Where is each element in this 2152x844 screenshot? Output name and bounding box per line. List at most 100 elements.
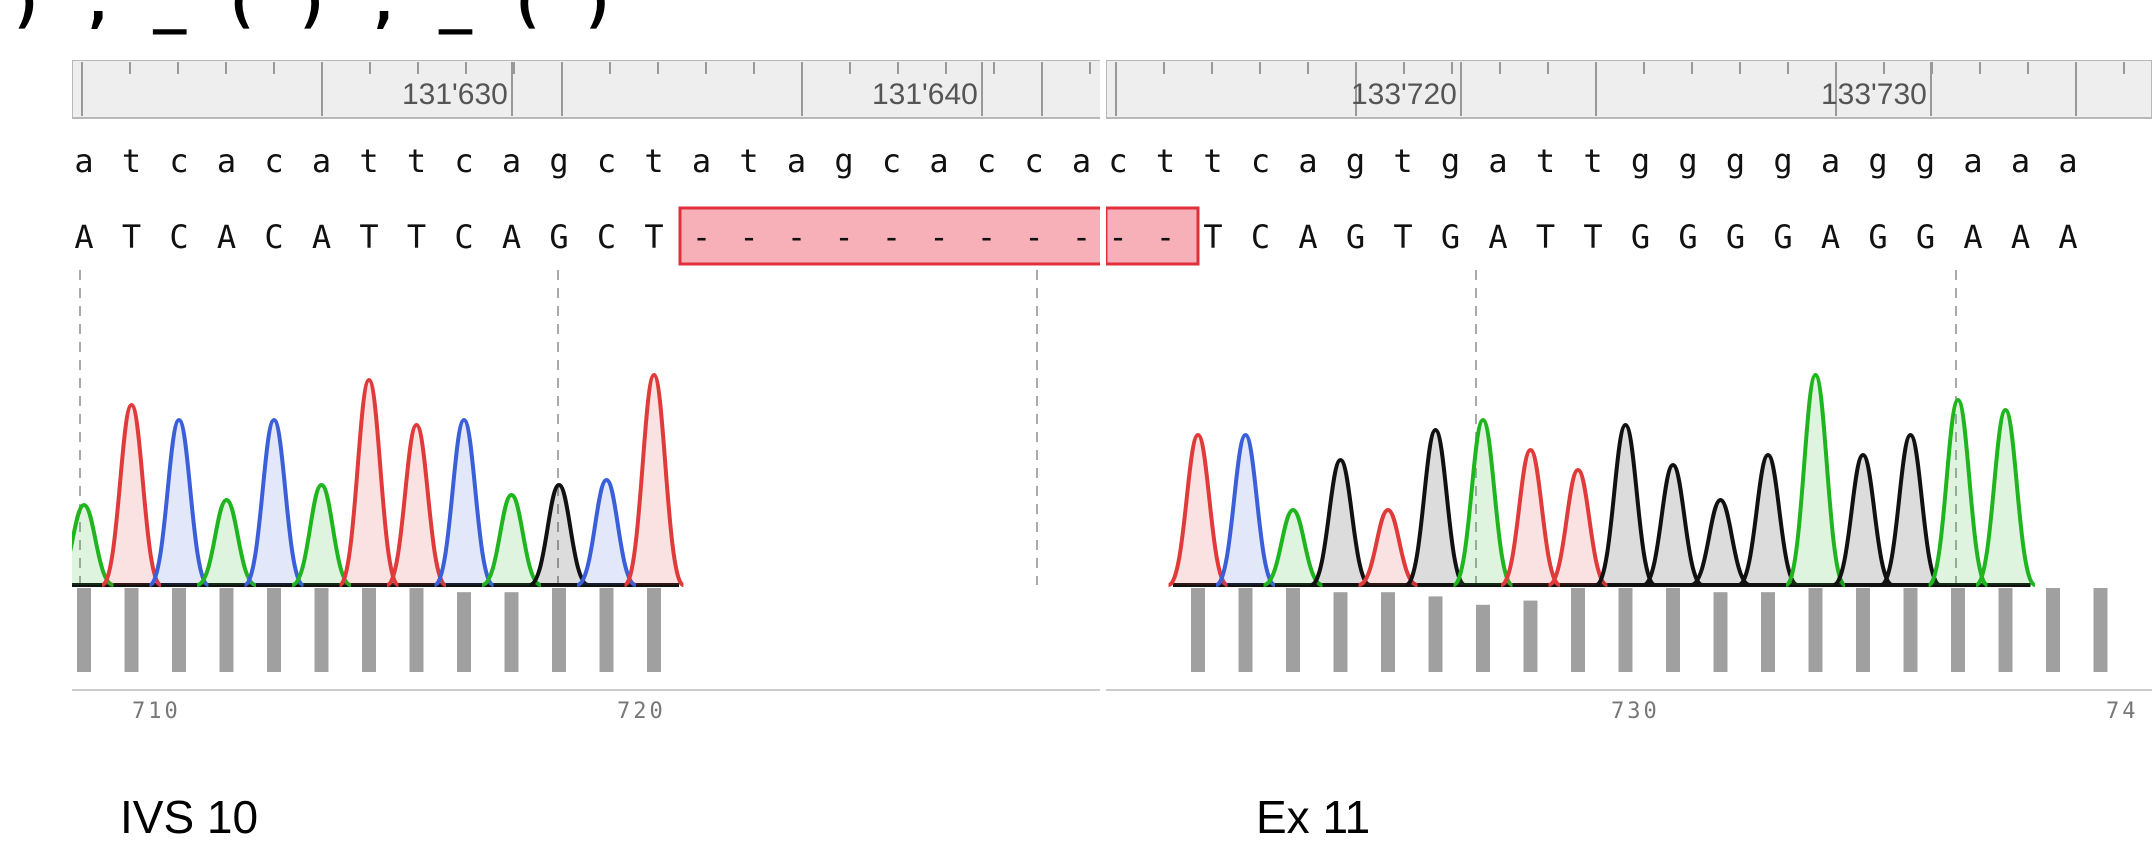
chromatogram-panel-right[interactable]: 133'720 133'730 c t t c a g t g a t t g g g g a g g a a a - - T C A…: [1106, 60, 2152, 720]
reference-base: g: [1916, 142, 1935, 180]
panel-divider: [1100, 56, 1106, 726]
read-base: G: [1773, 218, 1792, 256]
caption-ex11: Ex 11: [1256, 791, 1371, 843]
peak-G: [1642, 462, 1704, 587]
quality-bar: [267, 588, 281, 672]
reference-base: g: [1441, 142, 1460, 180]
read-base: A: [2058, 218, 2077, 256]
reference-base: g: [1678, 142, 1697, 180]
peak-A: [1452, 417, 1514, 587]
reference-base: a: [74, 142, 93, 180]
peak-A: [481, 492, 542, 587]
reference-base: t: [1156, 142, 1175, 180]
read-base: G: [1678, 218, 1697, 256]
reference-base: t: [1583, 142, 1602, 180]
peak-C-fill: [244, 420, 304, 585]
read-base: G: [1441, 218, 1460, 256]
reference-base: a: [1298, 142, 1317, 180]
peak-A: [1262, 507, 1324, 587]
peak-T-fill: [387, 425, 446, 585]
peak-G-fill: [1881, 435, 1940, 585]
reference-base: a: [502, 142, 521, 180]
position-label: 720: [617, 699, 666, 720]
reference-base: a: [2011, 142, 2030, 180]
reference-base: c: [264, 142, 283, 180]
read-base: -: [1108, 218, 1127, 256]
peak-A: [291, 482, 352, 587]
reference-base: g: [1868, 142, 1887, 180]
read-base: -: [739, 218, 758, 256]
quality-bar: [1808, 588, 1823, 672]
quality-bar: [1666, 588, 1680, 672]
deletion-box[interactable]: [1106, 206, 1200, 266]
quality-bar: [647, 588, 661, 672]
read-base: A: [1963, 218, 1982, 256]
quality-bar: [219, 588, 234, 672]
peak-T: [385, 422, 448, 587]
read-base: -: [692, 218, 711, 256]
quality-bar: [1381, 592, 1395, 672]
read-base: -: [977, 218, 996, 256]
chromatogram-panel-left[interactable]: 131'630 131'640 a t c a c a t t c a g c t a t a g c a c c a A T C A…: [72, 60, 1102, 720]
reference-base: c: [1108, 142, 1127, 180]
peak-T-fill: [624, 375, 684, 585]
peak-G-fill: [1311, 460, 1370, 585]
reference-base: c: [454, 142, 473, 180]
quality-bar: [1238, 588, 1253, 672]
peak-A-fill: [292, 485, 351, 585]
peak-G: [1404, 427, 1467, 587]
reference-base: a: [1072, 142, 1091, 180]
quality-bar: [1191, 588, 1205, 672]
peak-C: [1214, 432, 1277, 587]
peak-G: [1310, 457, 1371, 587]
peak-T-fill: [1501, 450, 1560, 585]
quality-bar: [599, 588, 614, 672]
peak-C: [576, 477, 637, 587]
peak-T: [622, 372, 686, 587]
read-base: C: [454, 218, 473, 256]
ruler-bar: [72, 60, 1102, 119]
reference-base: t: [1536, 142, 1555, 180]
quality-bar: [1571, 588, 1585, 672]
peak-G-fill: [1643, 465, 1703, 585]
read-base: C: [597, 218, 616, 256]
read-base: G: [1726, 218, 1745, 256]
reference-base: c: [977, 142, 996, 180]
peak-A-fill: [1453, 420, 1513, 585]
reference-base: a: [1821, 142, 1840, 180]
peak-T: [1500, 447, 1561, 587]
reference-base: c: [169, 142, 188, 180]
quality-bar: [1523, 600, 1538, 672]
read-base: T: [359, 218, 378, 256]
peak-A: [72, 502, 115, 587]
quality-bar: [1713, 592, 1728, 672]
reference-base: a: [312, 142, 331, 180]
deletion-box[interactable]: [678, 206, 1102, 266]
peak-A-fill: [1263, 510, 1323, 585]
read-base: -: [1072, 218, 1091, 256]
read-base: T: [122, 218, 141, 256]
peak-G: [1832, 452, 1894, 587]
peak-A-fill: [482, 495, 541, 585]
reference-base: t: [1203, 142, 1222, 180]
reference-base: c: [1251, 142, 1270, 180]
quality-bar: [1428, 596, 1443, 672]
peak-G-fill: [1691, 500, 1750, 585]
read-base: A: [2011, 218, 2030, 256]
peak-A-fill: [1976, 410, 2035, 585]
read-base: T: [1203, 218, 1222, 256]
quality-bar: [1856, 588, 1870, 672]
read-base: T: [1393, 218, 1412, 256]
peak-G: [1690, 497, 1751, 587]
read-base: A: [1488, 218, 1507, 256]
peak-G-fill: [1406, 430, 1465, 585]
reference-base: c: [1024, 142, 1043, 180]
read-base: A: [502, 218, 521, 256]
peak-T-fill: [102, 405, 161, 585]
reference-base: t: [407, 142, 426, 180]
read-base: -: [1024, 218, 1043, 256]
read-base: -: [929, 218, 948, 256]
reference-base: a: [1488, 142, 1507, 180]
read-base: T: [644, 218, 663, 256]
quality-bar: [314, 588, 329, 672]
